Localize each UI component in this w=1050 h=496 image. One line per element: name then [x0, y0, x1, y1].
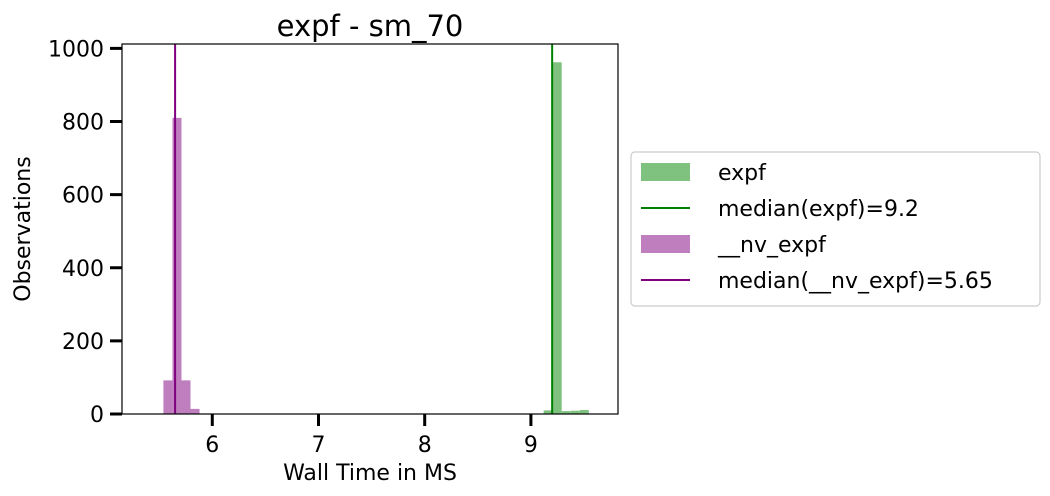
x-axis-label: Wall Time in MS [283, 461, 457, 486]
y-tick-label-0: 0 [90, 403, 104, 428]
x-tick-label-9: 9 [524, 433, 538, 458]
histogram-bar-expf-2 [561, 411, 571, 414]
x-tick-label-6: 6 [205, 433, 219, 458]
legend-label-2: __nv_expf [717, 233, 827, 258]
histogram-bar-nv-expf-3 [190, 408, 200, 414]
y-tick-label-200: 200 [62, 330, 104, 355]
plot-frame [121, 43, 619, 415]
legend-label-3: median(__nv_expf)=5.65 [718, 269, 993, 294]
y-tick-label-400: 400 [62, 257, 104, 282]
legend-swatch-2 [641, 235, 690, 253]
legend-frame [630, 151, 1041, 307]
legend: expf median(expf)=9.2 __nv_expf median(__nv… [630, 151, 1041, 307]
legend-label-0: expf [718, 161, 767, 186]
histogram-bar-nv-expf-0 [163, 380, 173, 414]
legend-swatch-0 [641, 163, 690, 181]
y-tick-label-1000: 1000 [48, 37, 104, 62]
x-tick-label-7: 7 [311, 433, 325, 458]
histogram-bar-expf-0 [543, 410, 553, 414]
histogram-bar-nv-expf-1 [172, 117, 182, 414]
histogram-bar-expf-3 [570, 410, 580, 414]
histogram-bar-nv-expf-2 [181, 380, 191, 414]
y-tick-label-600: 600 [62, 184, 104, 209]
plot-area [163, 44, 589, 414]
y-tick-label-800: 800 [62, 111, 104, 136]
y-axis: 0 200 400 600 800 1000 [48, 37, 122, 428]
legend-label-1: median(expf)=9.2 [718, 197, 919, 222]
histogram-bar-expf-1 [552, 62, 562, 414]
x-axis: 6 7 8 9 [205, 414, 538, 458]
histogram-bar-expf-4 [579, 409, 589, 414]
chart-title: expf - sm_70 [277, 9, 464, 43]
y-axis-label: Observations [11, 156, 36, 301]
x-tick-label-8: 8 [418, 433, 432, 458]
